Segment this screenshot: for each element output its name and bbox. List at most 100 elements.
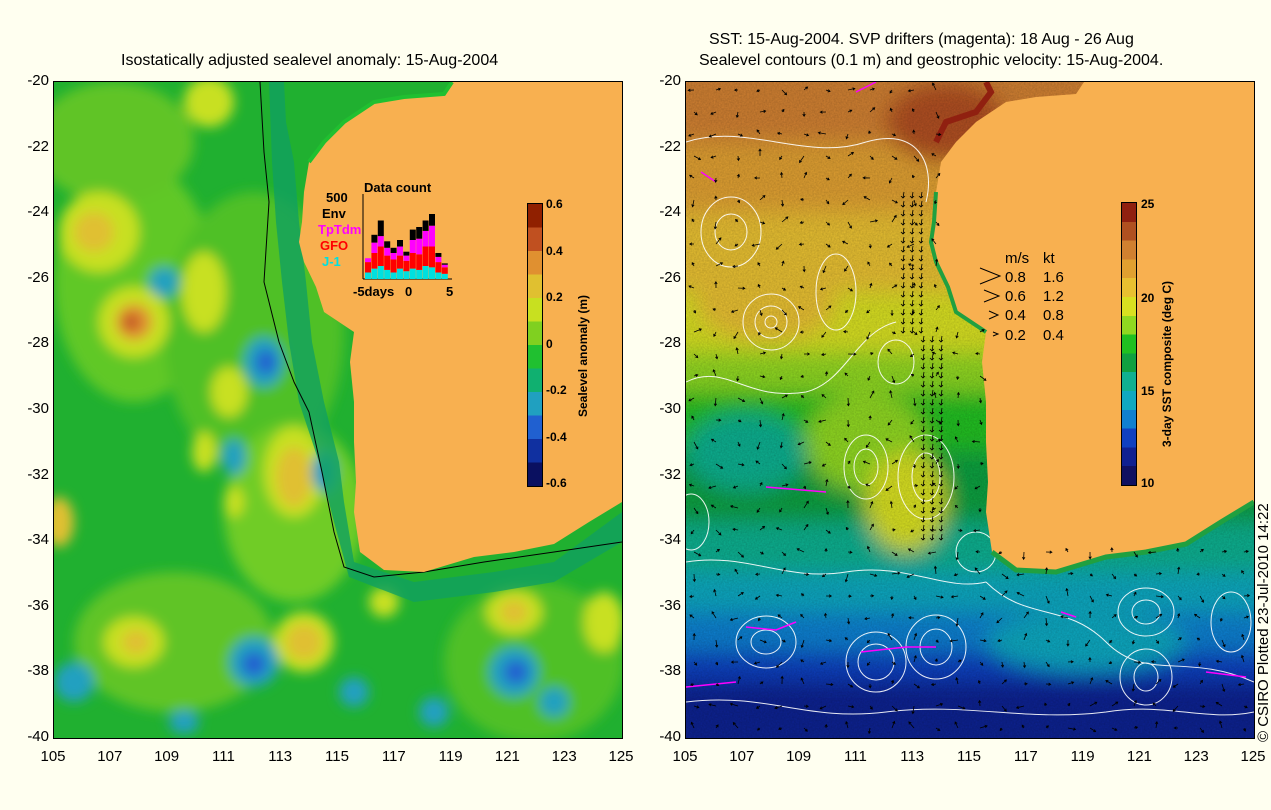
velocity-arrow bbox=[715, 463, 724, 469]
velocity-arrow bbox=[737, 286, 746, 290]
inset-xtick-minus5: -5days bbox=[353, 284, 395, 299]
velocity-arrow bbox=[891, 551, 898, 556]
velocity-arrow bbox=[918, 191, 924, 199]
velocity-arrow bbox=[1131, 639, 1135, 645]
velocity-arrow bbox=[920, 425, 926, 433]
velocity-arrow bbox=[913, 504, 917, 509]
velocity-arrow bbox=[714, 281, 718, 289]
left-map-lat-tick: -26 bbox=[27, 268, 49, 286]
velocity-arrow bbox=[1198, 661, 1202, 667]
velocity-arrow bbox=[900, 263, 906, 271]
legend-gfo: GFO bbox=[320, 238, 349, 253]
velocity-arrow bbox=[693, 155, 702, 160]
velocity-arrow bbox=[800, 659, 805, 663]
sealevel-contours bbox=[686, 135, 1254, 716]
velocity-arrow bbox=[938, 506, 944, 514]
velocity-arrow bbox=[929, 506, 935, 514]
velocity-arrow bbox=[780, 675, 784, 685]
velocity-arrow bbox=[909, 245, 915, 253]
velocity-arrow bbox=[845, 526, 849, 531]
velocity-arrow bbox=[737, 441, 741, 447]
data-count-bar-gfo bbox=[409, 253, 416, 269]
velocity-arrow bbox=[909, 272, 915, 280]
right-map-title-line2: Sealevel contours (0.1 m) and geostrophi… bbox=[699, 52, 1164, 69]
velocity-arrow bbox=[890, 595, 894, 601]
left-map-lon-tick: 111 bbox=[211, 748, 235, 765]
velocity-arrow bbox=[975, 352, 981, 356]
velocity-arrow bbox=[920, 416, 926, 424]
velocity-arrow bbox=[1067, 572, 1074, 576]
velocity-arrow bbox=[955, 677, 959, 685]
velocity-arrow bbox=[1089, 595, 1094, 603]
velocity-arrow bbox=[735, 219, 739, 223]
left-map-lat-tick: -30 bbox=[27, 400, 49, 417]
velocity-arrow bbox=[736, 173, 740, 179]
velocity-arrow bbox=[689, 463, 695, 467]
australia-landmass-right bbox=[931, 82, 1254, 572]
velocity-arrow bbox=[715, 661, 718, 666]
ssh-field bbox=[54, 82, 622, 738]
velocity-arrow bbox=[847, 287, 854, 292]
data-count-bar-tp bbox=[435, 256, 442, 263]
velocity-arrow bbox=[869, 500, 874, 509]
velocity-arrow bbox=[938, 389, 944, 397]
velocity-arrow bbox=[780, 199, 785, 207]
velocity-arrow bbox=[909, 209, 915, 217]
velocity-arrow bbox=[920, 407, 926, 415]
velocity-arrow bbox=[929, 344, 935, 352]
left-map-title: Isostatically adjusted sealevel anomaly:… bbox=[121, 52, 499, 69]
sst-colorbar bbox=[1121, 202, 1137, 486]
velocity-arrow bbox=[803, 419, 809, 423]
right-map-lon-tick: 115 bbox=[957, 748, 981, 765]
velocity-arrow bbox=[868, 243, 872, 249]
velocity-arrow bbox=[869, 523, 874, 531]
velocity-arrow bbox=[975, 550, 981, 554]
velocity-arrow bbox=[920, 362, 926, 370]
velocity-arrow bbox=[900, 308, 906, 316]
velocity-arrow bbox=[891, 705, 898, 712]
velocity-arrow bbox=[909, 218, 915, 226]
velocity-arrow bbox=[954, 485, 959, 490]
velocity-arrow bbox=[1133, 660, 1142, 664]
velocity-row-4-ms: 0.2 bbox=[1005, 327, 1026, 344]
velocity-arrow bbox=[953, 573, 959, 577]
velocity-arrow bbox=[754, 595, 761, 600]
velocity-arrow bbox=[737, 397, 746, 402]
right-map-lat-tick: -34 bbox=[659, 531, 681, 549]
velocity-arrow bbox=[931, 238, 937, 245]
velocity-arrow bbox=[867, 375, 871, 381]
velocity-arrow bbox=[938, 335, 944, 343]
velocity-arrow bbox=[1155, 678, 1162, 685]
data-count-bar-j1 bbox=[403, 271, 410, 279]
velocity-arrow bbox=[803, 485, 806, 490]
velocity-arrow bbox=[929, 461, 935, 469]
left-map-lat-tick: -34 bbox=[27, 531, 49, 549]
velocity-arrow bbox=[929, 407, 935, 415]
velocity-arrow bbox=[929, 362, 935, 370]
velocity-arrow bbox=[775, 243, 783, 250]
velocity-arrow bbox=[956, 375, 960, 380]
velocity-arrow bbox=[913, 484, 919, 488]
velocity-arrow bbox=[689, 682, 695, 686]
data-count-bar-tp bbox=[397, 246, 403, 256]
isobath-line bbox=[259, 82, 622, 578]
velocity-arrow bbox=[1001, 573, 1009, 580]
velocity-arrow bbox=[1045, 682, 1052, 686]
left-map-lon-tick: 115 bbox=[325, 748, 349, 765]
velocity-arrow bbox=[755, 572, 761, 576]
velocity-arrow bbox=[688, 133, 695, 137]
velocity-arrow bbox=[713, 221, 718, 230]
velocity-arrow bbox=[689, 174, 695, 179]
velocity-arrow bbox=[710, 504, 717, 509]
velocity-arrow bbox=[737, 675, 741, 685]
velocity-arrow bbox=[909, 317, 915, 325]
velocity-arrow bbox=[708, 485, 717, 490]
velocity-arrow bbox=[929, 416, 935, 424]
velocity-arrow bbox=[730, 660, 739, 664]
velocity-arrow bbox=[920, 380, 926, 388]
velocity-arrow bbox=[913, 683, 921, 689]
left-map-lat-tick: -22 bbox=[27, 137, 49, 155]
velocity-arrow bbox=[1088, 551, 1092, 560]
velocity-arrow bbox=[757, 727, 761, 731]
velocity-arrow bbox=[737, 636, 743, 641]
